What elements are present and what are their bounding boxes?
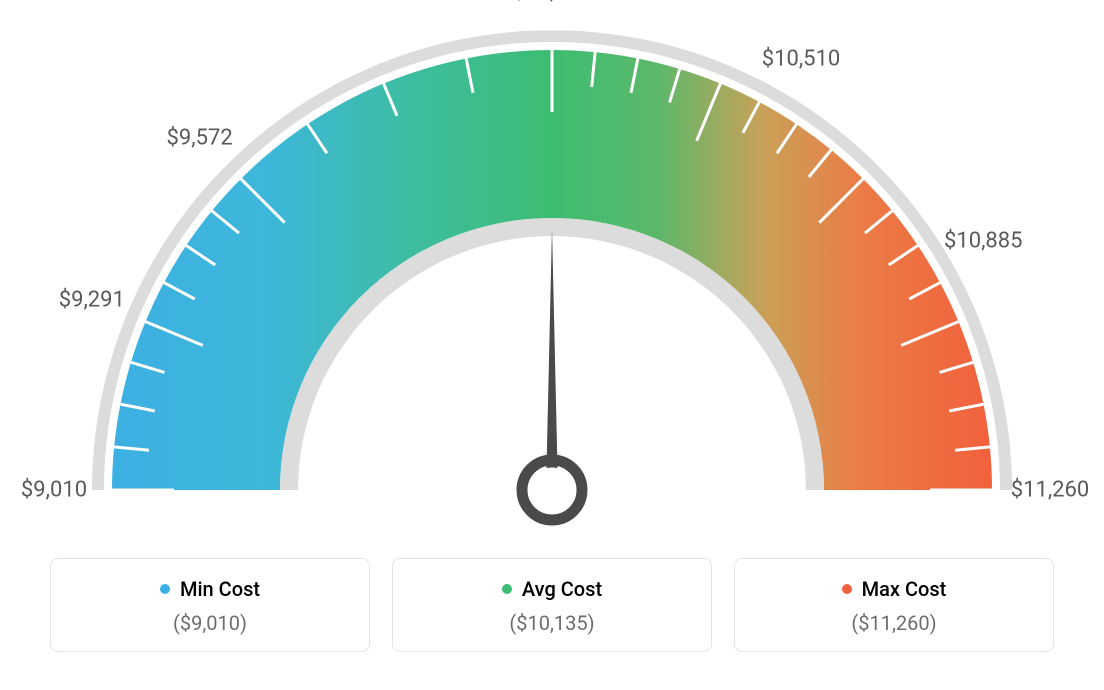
dot-icon: [502, 584, 512, 594]
legend-card-max: Max Cost ($11,260): [734, 558, 1054, 652]
dot-icon: [160, 584, 170, 594]
legend-card-min: Min Cost ($9,010): [50, 558, 370, 652]
dot-icon: [842, 584, 852, 594]
gauge-tick-label: $11,260: [1011, 478, 1090, 503]
legend-label: Min Cost: [180, 577, 260, 601]
legend-title-min: Min Cost: [160, 577, 260, 601]
legend-card-avg: Avg Cost ($10,135): [392, 558, 712, 652]
gauge-tick-label: $10,885: [944, 229, 1023, 254]
legend-row: Min Cost ($9,010) Avg Cost ($10,135) Max…: [0, 558, 1104, 652]
gauge-tick-label: $10,135: [513, 0, 592, 5]
legend-label: Max Cost: [862, 577, 947, 601]
legend-title-avg: Avg Cost: [502, 577, 602, 601]
legend-label: Avg Cost: [522, 577, 602, 601]
legend-value: ($10,135): [393, 611, 711, 635]
legend-value: ($11,260): [735, 611, 1053, 635]
legend-title-max: Max Cost: [842, 577, 947, 601]
gauge-tick-label: $9,010: [21, 478, 87, 503]
gauge-tick-label: $9,572: [167, 126, 233, 151]
gauge-tick-label: $10,510: [762, 46, 841, 71]
gauge-svg: [0, 0, 1104, 538]
gauge-tick-label: $9,291: [59, 287, 125, 312]
gauge-chart: $9,010 $9,291 $9,572 $10,135 $10,510 $10,885 $…: [0, 0, 1104, 538]
legend-value: ($9,010): [51, 611, 369, 635]
